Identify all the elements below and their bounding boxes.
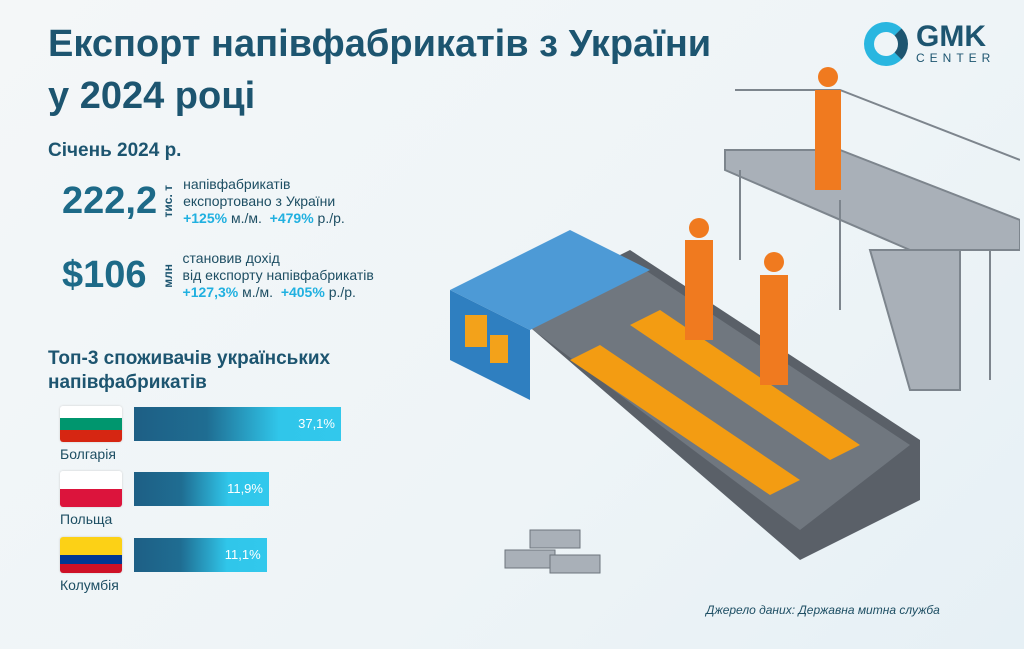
bar: 11,1% [134,538,267,572]
yoy-change: +479% [269,210,314,226]
desc-line: експортовано з України [183,193,336,209]
yoy-label: р./р. [317,210,345,226]
data-source: Джерело даних: Державна митна служба [706,603,940,617]
country-label: Болгарія [60,446,116,462]
desc-line: напівфабрикатів [183,176,291,192]
steel-mill-illustration [450,67,1020,574]
desc-line: від експорту напівфабрикатів [182,267,374,283]
stat-volume: 222,2 тис. т напівфабрикатів експортован… [62,176,345,227]
mom-label: м./м. [230,210,262,226]
bar-value-label: 37,1% [298,416,335,431]
country-label: Польща [60,511,113,527]
stat-unit: млн [160,263,175,288]
stat-description: становив дохід від експорту напівфабрика… [183,250,374,301]
top3-title: Топ-3 споживачів українських напівфабрика… [48,347,330,395]
title-line-2: у 2024 році [48,75,256,117]
top3-title-line: напівфабрикатів [48,372,207,393]
bar-row: Польща 11,9% [60,471,269,527]
bar: 11,9% [134,472,269,506]
country-label: Колумбія [60,577,119,593]
desc-line: становив дохід [182,250,280,266]
logo-main: GMK [916,20,986,53]
page-title: Експорт напівфабрикатів з України у 2024 … [48,18,808,122]
logo-sub: CENTER [916,51,996,65]
mom-change: +125% [183,210,228,226]
title-line-1: Експорт напівфабрикатів з України [48,23,712,65]
stat-revenue: $106 млн становив дохід від експорту нап… [62,250,374,301]
mom-change: +127,3% [182,284,239,300]
bar-row: Колумбія 11,1% [60,537,267,593]
yoy-label: р./р. [328,284,356,300]
mom-label: м./м. [242,284,274,300]
bar-value-label: 11,9% [227,481,263,496]
conveyor [450,230,920,560]
billets [504,529,601,574]
flag-icon [60,537,122,573]
flag-icon [60,471,122,507]
stat-unit: тис. т [161,185,176,218]
top3-title-line: Топ-3 споживачів українських [48,348,331,369]
flag-icon [60,406,122,442]
workers [685,67,841,385]
bar-value-label: 11,1% [224,547,261,562]
yoy-change: +405% [280,284,325,300]
stat-value: $106 [62,254,147,296]
logo-ring-icon [864,22,908,66]
bar: 37,1% [134,407,341,441]
stat-description: напівфабрикатів експортовано з України +… [183,176,345,227]
gmk-logo: GMK CENTER [864,22,995,66]
stat-value: 222,2 [62,180,158,222]
period-label: Січень 2024 р. [48,140,182,161]
bar-row: Болгарія 37,1% [60,406,341,462]
